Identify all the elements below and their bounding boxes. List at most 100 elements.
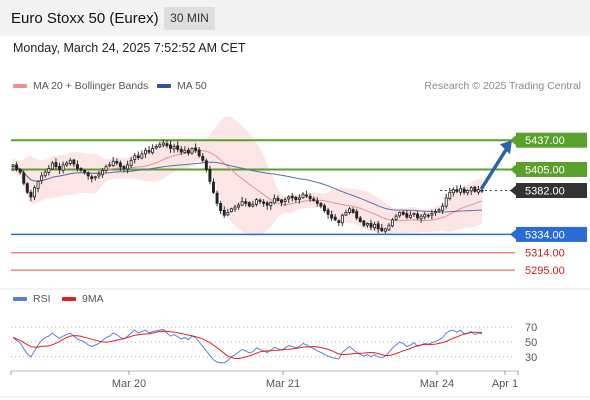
candle-body <box>190 148 194 154</box>
candle-body <box>240 201 244 206</box>
legend-ma50: MA 50 <box>157 80 207 92</box>
candle-body <box>151 148 155 154</box>
candle-body <box>101 169 104 176</box>
candle-body <box>323 205 326 212</box>
candle-body <box>204 160 208 170</box>
candle-body <box>358 217 362 223</box>
candle-body <box>466 190 470 194</box>
candle-body <box>444 197 448 207</box>
candle-body <box>54 162 58 168</box>
candle-body <box>476 189 480 193</box>
candle-body <box>215 192 219 204</box>
candle-body <box>237 204 241 208</box>
candle-body <box>269 202 273 207</box>
candle-body <box>337 220 341 223</box>
candle-body <box>258 199 262 202</box>
ma50-line <box>12 161 483 213</box>
candle-body <box>50 162 54 170</box>
legend-label-9ma: 9MA <box>82 293 104 305</box>
candle-body <box>219 203 223 212</box>
level-label-5405.00: 5405.00 <box>525 164 565 176</box>
candle-body <box>33 187 36 198</box>
candle-body <box>355 211 359 219</box>
candle-body <box>208 169 212 182</box>
rsi-9ma-line <box>12 330 483 360</box>
candle-body <box>473 186 477 192</box>
candle-body <box>448 191 452 200</box>
candle-body <box>40 175 44 182</box>
candle-body <box>362 220 366 226</box>
rsi-tick-label: 50 <box>525 337 537 349</box>
candle-body <box>373 223 377 229</box>
candle-body <box>433 211 437 214</box>
candle-body <box>222 209 226 216</box>
candle-body <box>462 188 466 193</box>
candle-body <box>197 149 201 157</box>
candle-body <box>455 189 459 192</box>
candle-body <box>416 213 420 219</box>
rsi-line <box>12 328 483 364</box>
candle-body <box>348 208 352 213</box>
candle-body <box>186 149 190 154</box>
legend-swatch-ma20 <box>13 84 27 88</box>
candle-body <box>111 160 115 166</box>
rsi-tick-label: 70 <box>525 322 537 334</box>
candle-body <box>247 202 251 207</box>
bollinger-band-area <box>13 116 482 236</box>
candle-body <box>430 212 434 216</box>
candle-body <box>244 201 248 204</box>
candle-body <box>365 223 369 226</box>
candle-body <box>194 147 198 151</box>
legend-rsi: RSI <box>13 293 51 305</box>
candle-body <box>212 181 215 193</box>
candle-body <box>169 144 172 149</box>
candle-body <box>108 164 112 167</box>
candle-body <box>118 162 122 168</box>
candle-body <box>143 149 147 155</box>
candle-body <box>154 146 158 149</box>
level-label-box <box>516 183 587 199</box>
candle-body <box>79 168 83 171</box>
candle-body <box>104 166 108 171</box>
candle-body <box>405 213 409 218</box>
candle-body <box>280 199 283 203</box>
candle-body <box>18 168 22 173</box>
candle-body <box>172 146 176 150</box>
candle-body <box>326 209 330 215</box>
candle-body <box>43 171 47 177</box>
legend-9ma: 9MA <box>62 293 104 305</box>
ma20-line <box>12 150 483 222</box>
legend-swatch-rsi <box>13 297 27 301</box>
timeframe-badge[interactable]: 30 MIN <box>164 7 215 30</box>
candle-body <box>344 212 348 216</box>
forecast-arrow-head <box>500 140 512 155</box>
level-label-box <box>516 161 587 177</box>
candle-body <box>47 168 51 173</box>
candle-body <box>412 212 416 216</box>
research-credit: Research © 2025 Trading Central <box>424 80 581 92</box>
candle-body <box>480 189 484 192</box>
candle-body <box>351 209 355 213</box>
candle-body <box>437 209 441 212</box>
candle-body <box>426 214 430 217</box>
candle-body <box>380 227 384 232</box>
candle-body <box>176 145 180 150</box>
legend-swatch-ma50 <box>157 84 171 88</box>
candle-body <box>408 214 412 218</box>
candle-body <box>369 223 373 228</box>
candle-body <box>22 172 26 184</box>
candle-body <box>61 164 65 171</box>
candle-body <box>36 180 40 189</box>
candle-body <box>276 197 280 201</box>
candle-body <box>294 196 298 201</box>
x-tick-label-3: Apr 1 <box>492 378 518 390</box>
candle-body <box>308 195 312 200</box>
candle-body <box>387 224 391 231</box>
candle-body <box>183 149 187 153</box>
candle-body <box>394 215 398 220</box>
candle-body <box>58 166 62 170</box>
x-tick-label-1: Mar 21 <box>266 378 300 390</box>
candle-body <box>83 170 87 173</box>
candle-body <box>90 176 94 180</box>
